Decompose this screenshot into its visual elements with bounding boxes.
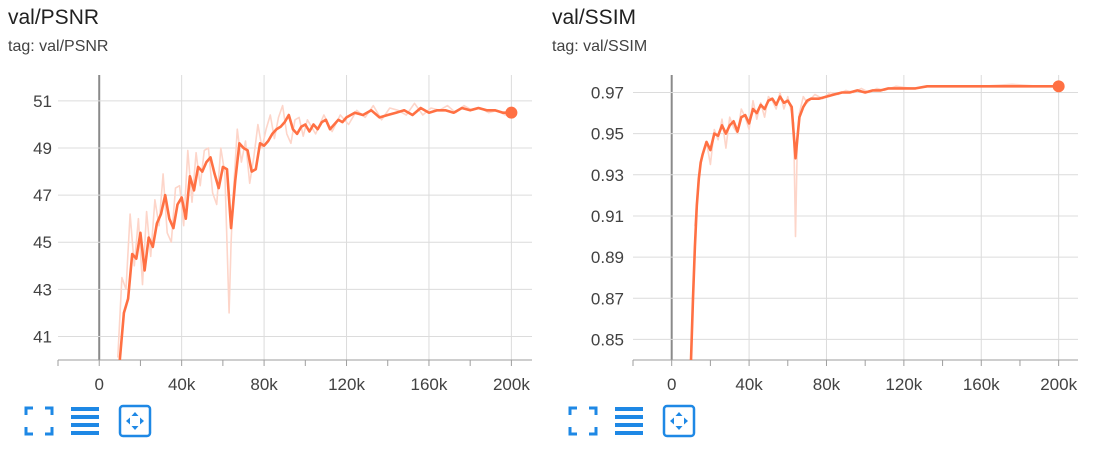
chart-tag: tag: val/PSNR [8, 38, 109, 55]
psnr-chart[interactable]: 0 40k 80k 120k 160k 200k 41 43 45 47 49 51 [0, 0, 548, 400]
x-tick-label: 40k [168, 375, 196, 394]
y-tick-label: 0.89 [591, 248, 624, 267]
x-tick-label: 80k [250, 375, 278, 394]
x-tick-label: 0 [94, 375, 103, 394]
fullscreen-icon [24, 406, 54, 436]
chart-tag: tag: val/SSIM [552, 38, 648, 55]
smoothed-series-line [118, 106, 512, 360]
last-point-marker [505, 106, 518, 119]
x-tick-label: 80k [813, 375, 841, 394]
y-tick-label: 0.95 [591, 125, 624, 144]
y-tick-label: 47 [33, 186, 52, 205]
y-tick-label: 0.97 [591, 83, 624, 102]
ssim-card: val/SSIM tag: val/SSIM 0 40k 80k 120k 160k 20… [548, 0, 1096, 471]
data-table-icon [71, 407, 99, 435]
raw-series-line [117, 102, 512, 358]
smoothed-series-line [689, 85, 1059, 360]
x-tick-label: 160k [963, 375, 1000, 394]
x-tick-label: 40k [735, 375, 763, 394]
y-tick-label: 51 [33, 92, 52, 111]
x-tick-label: 120k [885, 375, 922, 394]
y-tick-label: 41 [33, 327, 52, 346]
y-tick-label: 0.85 [591, 330, 624, 349]
y-tick-label: 0.87 [591, 289, 624, 308]
gridlines [58, 75, 532, 360]
y-tick-label: 49 [33, 139, 52, 158]
psnr-card: val/PSNR tag: val/PSNR 0 40k 80k 120k 160k 20… [0, 0, 548, 471]
fit-domain-button[interactable] [662, 404, 696, 438]
chart-title: val/PSNR [8, 6, 100, 29]
fit-domain-icon [118, 404, 152, 438]
fullscreen-icon [568, 406, 598, 436]
x-tick-label: 160k [411, 375, 448, 394]
toggle-data-table-button[interactable] [68, 404, 102, 438]
data-table-icon [615, 407, 643, 435]
fit-domain-button[interactable] [118, 404, 152, 438]
y-tick-label: 0.93 [591, 166, 624, 185]
gridlines [633, 75, 1078, 360]
x-tick-label: 200k [1040, 375, 1077, 394]
x-tick-label: 200k [493, 375, 530, 394]
chart-title: val/SSIM [552, 6, 637, 29]
x-tick-label: 0 [667, 375, 676, 394]
y-tick-label: 45 [33, 233, 52, 252]
fullscreen-button[interactable] [22, 404, 56, 438]
x-tick-label: 120k [328, 375, 365, 394]
fullscreen-button[interactable] [566, 404, 600, 438]
y-tick-label: 0.91 [591, 207, 624, 226]
toggle-data-table-button[interactable] [612, 404, 646, 438]
y-tick-label: 43 [33, 280, 52, 299]
last-point-marker [1052, 80, 1065, 93]
ssim-chart[interactable]: 0 40k 80k 120k 160k 200k 0.85 0.87 0.89 0.91 0.93 0… [548, 0, 1096, 400]
fit-domain-icon [662, 404, 696, 438]
